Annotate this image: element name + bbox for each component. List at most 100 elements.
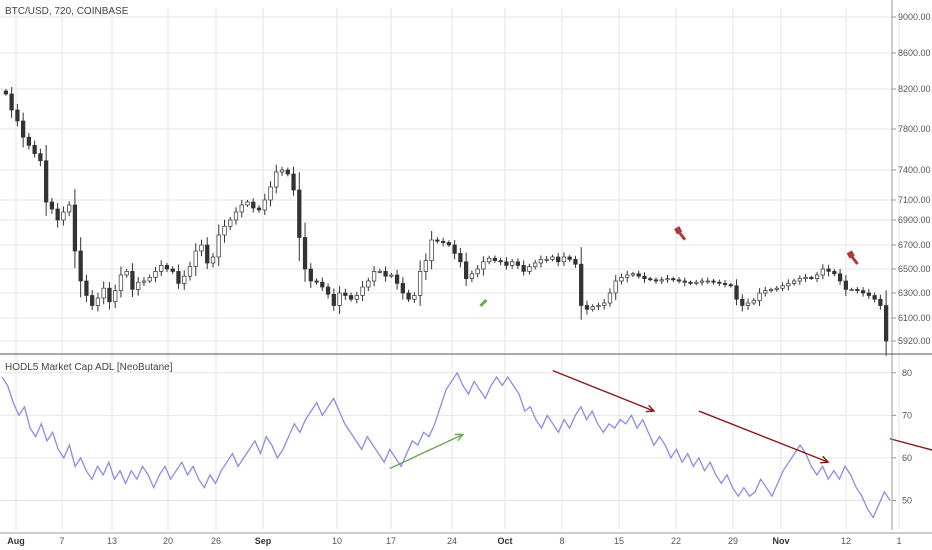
candle	[118, 266, 124, 298]
candle	[67, 201, 72, 217]
candle	[688, 280, 693, 286]
candle	[417, 260, 423, 306]
candle	[176, 264, 181, 289]
candle	[170, 266, 175, 275]
candle	[360, 281, 365, 302]
candle	[371, 266, 377, 287]
candlestick-series	[3, 87, 889, 356]
time-tick-label: 15	[614, 536, 624, 546]
candle	[147, 274, 152, 284]
adl-line	[1, 371, 891, 519]
trend-arrow	[889, 438, 932, 451]
time-tick-label: Sep	[255, 536, 272, 546]
candle	[573, 255, 578, 268]
candle	[791, 278, 797, 286]
candle	[866, 288, 871, 299]
candle	[423, 253, 428, 280]
candle	[705, 277, 710, 285]
candle	[556, 253, 561, 267]
candle	[383, 266, 388, 282]
candle	[510, 258, 515, 269]
candle	[671, 276, 676, 282]
candle	[366, 277, 371, 291]
candle	[883, 290, 889, 356]
trend-arrow	[698, 410, 830, 464]
candle	[446, 240, 452, 247]
candle	[619, 273, 624, 285]
candle	[625, 270, 630, 283]
time-tick-label: Nov	[772, 536, 789, 546]
candle	[653, 277, 659, 284]
price-tick-label: 5920.00	[898, 336, 931, 346]
candle	[481, 256, 486, 276]
price-tick-label: 6900.00	[898, 215, 931, 225]
candle	[722, 279, 728, 288]
candle	[400, 277, 405, 300]
candle	[26, 132, 32, 150]
trend-arrows	[389, 369, 932, 470]
candle	[182, 270, 187, 290]
candle	[527, 263, 532, 275]
candle	[786, 279, 791, 291]
candle	[878, 294, 883, 310]
candle	[38, 148, 43, 167]
candle	[262, 193, 267, 216]
candle	[205, 237, 210, 269]
candle	[717, 279, 722, 287]
candle	[837, 269, 843, 285]
pattern-markers	[479, 226, 859, 308]
adl-tick-label: 70	[902, 410, 912, 420]
candle	[728, 282, 733, 288]
candle	[860, 287, 866, 297]
candle	[849, 287, 854, 291]
price-tick-label: 6500.00	[898, 264, 931, 274]
time-tick-label: 24	[447, 536, 457, 546]
candle	[607, 288, 613, 307]
candle	[136, 277, 141, 296]
candle	[331, 288, 336, 311]
candle	[222, 219, 227, 243]
candle	[348, 292, 354, 302]
candle	[642, 272, 647, 283]
candle	[797, 275, 802, 285]
candle	[515, 258, 521, 269]
candle	[107, 282, 112, 310]
candle	[440, 237, 446, 247]
candle	[210, 252, 216, 268]
candle	[21, 112, 26, 148]
candle	[141, 277, 147, 286]
candle	[153, 267, 158, 283]
candle	[113, 284, 118, 309]
candle	[803, 273, 808, 283]
candle	[61, 206, 66, 226]
time-tick-label: Oct	[497, 536, 512, 546]
candle	[325, 283, 331, 299]
candle	[682, 277, 687, 287]
candle	[855, 287, 860, 294]
time-tick-label: 10	[332, 536, 342, 546]
adl-tick-label: 80	[902, 368, 912, 378]
time-tick-label: 13	[107, 536, 117, 546]
price-tick-label: 6300.00	[898, 288, 931, 298]
candle	[820, 264, 825, 280]
candle	[101, 281, 106, 305]
candle	[216, 224, 221, 267]
time-tick-label: 22	[671, 536, 681, 546]
candle	[757, 288, 762, 306]
candle	[72, 189, 78, 269]
candle	[452, 239, 457, 260]
indicator-title: HODL5 Market Cap ADL [NeoButane]	[5, 362, 173, 373]
candle	[314, 278, 319, 285]
candle	[814, 271, 820, 283]
price-tick-label: 9000.00	[898, 12, 931, 22]
candle	[15, 103, 20, 127]
time-tick-label: 7	[59, 536, 64, 546]
adl-tick-label: 50	[902, 495, 912, 505]
candle	[740, 294, 745, 312]
adl-series	[1, 371, 891, 519]
candle	[412, 292, 417, 303]
candle	[630, 271, 636, 277]
candle	[492, 255, 498, 263]
price-tick-label: 8600.00	[898, 48, 931, 58]
